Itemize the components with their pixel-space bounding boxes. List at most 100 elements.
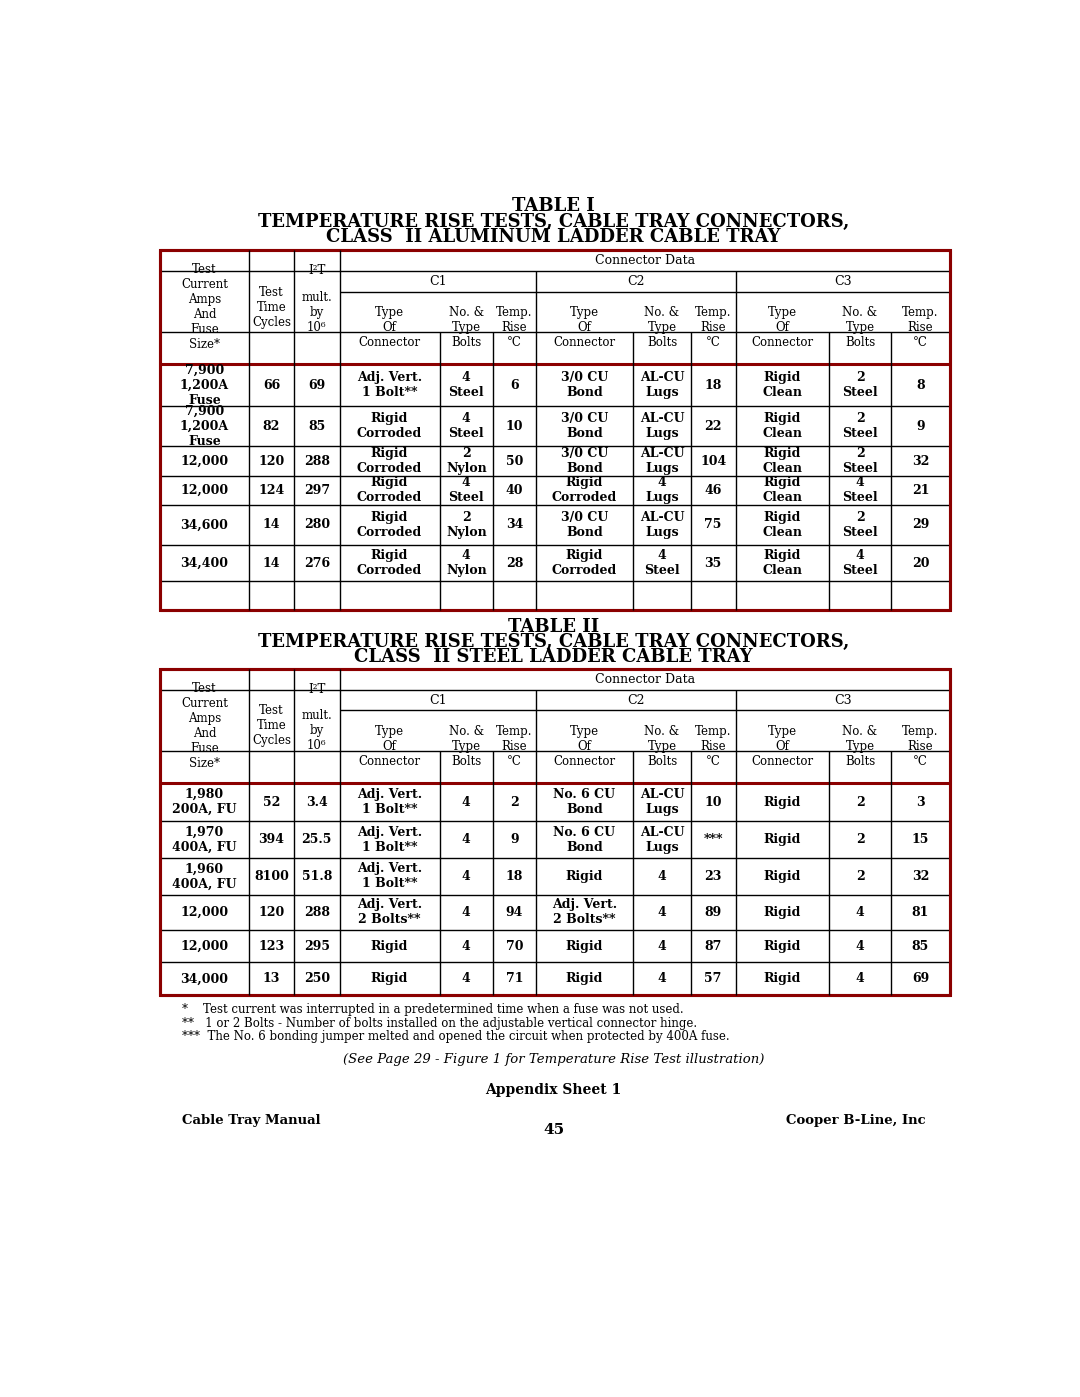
Text: 3/0 CU
Bond: 3/0 CU Bond [561, 511, 608, 539]
Text: Adj. Vert.
1 Bolt**: Adj. Vert. 1 Bolt** [357, 826, 422, 854]
Text: ***: *** [703, 834, 723, 847]
Text: CLASS  II ALUMINUM LADDER CABLE TRAY: CLASS II ALUMINUM LADDER CABLE TRAY [326, 228, 781, 246]
Text: Cable Tray Manual: Cable Tray Manual [181, 1115, 320, 1127]
Text: 2: 2 [855, 834, 864, 847]
Text: 15: 15 [912, 834, 929, 847]
Text: 34,600: 34,600 [180, 518, 228, 531]
Text: Test
Time
Cycles: Test Time Cycles [252, 285, 291, 328]
Text: Rigid
Clean: Rigid Clean [762, 447, 802, 475]
Text: 51.8: 51.8 [301, 870, 332, 883]
Text: Temp.
Rise
°C: Temp. Rise °C [694, 306, 731, 349]
Text: Adj. Vert.
1 Bolt**: Adj. Vert. 1 Bolt** [357, 788, 422, 816]
Text: TABLE I: TABLE I [512, 197, 595, 215]
Text: 2: 2 [510, 796, 518, 809]
Text: Rigid
Corroded: Rigid Corroded [357, 549, 422, 577]
Text: Connector Data: Connector Data [595, 254, 696, 267]
Text: 71: 71 [505, 972, 523, 985]
Text: 3: 3 [916, 796, 924, 809]
Text: Rigid: Rigid [764, 972, 801, 985]
Text: 8100: 8100 [254, 870, 288, 883]
Text: 18: 18 [505, 870, 523, 883]
Text: TEMPERATURE RISE TESTS, CABLE TRAY CONNECTORS,: TEMPERATURE RISE TESTS, CABLE TRAY CONNE… [258, 212, 849, 231]
Text: 45: 45 [543, 1123, 564, 1137]
Text: No. &
Type
Bolts: No. & Type Bolts [645, 306, 679, 349]
Text: Rigid: Rigid [764, 796, 801, 809]
Text: 394: 394 [258, 834, 284, 847]
Text: 2
Nylon: 2 Nylon [446, 447, 487, 475]
Text: AL-CU
Lugs: AL-CU Lugs [639, 511, 685, 539]
Text: Rigid
Corroded: Rigid Corroded [357, 511, 422, 539]
Text: Type
Of
Connector: Type Of Connector [553, 725, 616, 768]
Text: 6: 6 [510, 379, 518, 391]
Text: 14: 14 [262, 518, 280, 531]
Text: C1: C1 [429, 275, 446, 288]
Text: Rigid
Clean: Rigid Clean [762, 372, 802, 400]
Text: 104: 104 [700, 454, 726, 468]
Text: No. &
Type
Bolts: No. & Type Bolts [842, 306, 878, 349]
Text: 4: 4 [462, 870, 471, 883]
Text: 7,900
1,200A
Fuse: 7,900 1,200A Fuse [179, 363, 229, 407]
Text: ***  The No. 6 bonding jumper melted and opened the circuit when protected by 40: *** The No. 6 bonding jumper melted and … [181, 1031, 729, 1044]
Text: 4: 4 [462, 834, 471, 847]
Text: Type
Of
Connector: Type Of Connector [553, 306, 616, 349]
Text: 46: 46 [704, 483, 721, 497]
Text: Type
Of
Connector: Type Of Connector [359, 306, 420, 349]
Text: 3/0 CU
Bond: 3/0 CU Bond [561, 447, 608, 475]
Text: 52: 52 [262, 796, 280, 809]
Text: 3/0 CU
Bond: 3/0 CU Bond [561, 372, 608, 400]
Text: C2: C2 [626, 693, 645, 707]
Text: 123: 123 [258, 940, 284, 953]
Text: 75: 75 [704, 518, 721, 531]
Text: Rigid: Rigid [566, 940, 604, 953]
Text: Temp.
Rise
°C: Temp. Rise °C [902, 725, 939, 768]
Text: 4: 4 [462, 905, 471, 919]
Text: I²T: I²T [308, 683, 325, 696]
Text: No. &
Type
Bolts: No. & Type Bolts [449, 306, 484, 349]
Text: 4: 4 [658, 870, 666, 883]
Text: 288: 288 [303, 454, 329, 468]
Text: No. &
Type
Bolts: No. & Type Bolts [645, 725, 679, 768]
Text: 85: 85 [308, 420, 325, 433]
Text: Test
Time
Cycles: Test Time Cycles [252, 704, 291, 747]
Text: 1,970
400A, FU: 1,970 400A, FU [172, 826, 237, 854]
Text: C3: C3 [834, 693, 852, 707]
Text: 14: 14 [262, 556, 280, 570]
Text: 2: 2 [855, 870, 864, 883]
Text: 2
Nylon: 2 Nylon [446, 511, 487, 539]
Text: 4: 4 [462, 796, 471, 809]
Text: 35: 35 [704, 556, 721, 570]
Text: Rigid
Clean: Rigid Clean [762, 511, 802, 539]
Text: 4: 4 [855, 972, 864, 985]
Text: Rigid
Corroded: Rigid Corroded [357, 447, 422, 475]
Text: No. 6 CU
Bond: No. 6 CU Bond [553, 826, 616, 854]
Text: Cooper B-Line, Inc: Cooper B-Line, Inc [786, 1115, 926, 1127]
Text: 34,000: 34,000 [180, 972, 228, 985]
Text: 4
Steel: 4 Steel [842, 476, 878, 504]
Text: 12,000: 12,000 [180, 940, 229, 953]
Text: 295: 295 [303, 940, 329, 953]
Text: 2
Steel: 2 Steel [842, 412, 878, 440]
Text: *    Test current was interrupted in a predetermined time when a fuse was not us: * Test current was interrupted in a pred… [181, 1003, 684, 1016]
Text: 124: 124 [258, 483, 284, 497]
Text: Rigid: Rigid [764, 940, 801, 953]
Text: 10: 10 [704, 796, 721, 809]
Text: Temp.
Rise
°C: Temp. Rise °C [496, 725, 532, 768]
Text: 21: 21 [912, 483, 929, 497]
Bar [160, 250, 950, 610]
Text: (See Page 29 - Figure 1 for Temperature Rise Test illustration): (See Page 29 - Figure 1 for Temperature … [342, 1053, 765, 1066]
Text: 12,000: 12,000 [180, 454, 229, 468]
Text: Adj. Vert.
1 Bolt**: Adj. Vert. 1 Bolt** [357, 862, 422, 890]
Text: Rigid: Rigid [764, 834, 801, 847]
Text: 12,000: 12,000 [180, 483, 229, 497]
Text: No. 6 CU
Bond: No. 6 CU Bond [553, 788, 616, 816]
Text: TEMPERATURE RISE TESTS, CABLE TRAY CONNECTORS,: TEMPERATURE RISE TESTS, CABLE TRAY CONNE… [258, 633, 849, 651]
Text: 4: 4 [658, 940, 666, 953]
Text: 34,400: 34,400 [180, 556, 228, 570]
Text: Appendix Sheet 1: Appendix Sheet 1 [485, 1083, 622, 1097]
Text: Test
Current
Amps
And
Fuse
Size*: Test Current Amps And Fuse Size* [181, 263, 228, 351]
Text: 34: 34 [505, 518, 523, 531]
Text: AL-CU
Lugs: AL-CU Lugs [639, 447, 685, 475]
Text: mult.
by
10⁶: mult. by 10⁶ [301, 291, 333, 334]
Text: 4
Steel: 4 Steel [644, 549, 679, 577]
Text: 7,900
1,200A
Fuse: 7,900 1,200A Fuse [179, 405, 229, 448]
